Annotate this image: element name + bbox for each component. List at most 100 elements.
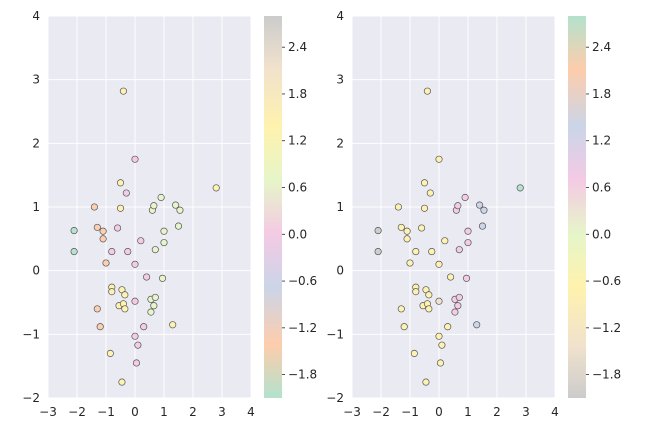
chart-1-scatter-point [140,323,148,331]
chart-1-scatter-point [90,203,98,211]
chart-1-scatter-point [99,235,107,243]
chart-2-x-tick-label: −2 [372,405,390,419]
chart-2-y-tick-label: −1 [326,327,344,341]
chart-1-scatter-point [169,321,177,329]
chart-2-colorbar-tick-label: 0.6 [592,181,611,195]
chart-1-scatter-point [131,260,139,268]
chart-2-colorbar-tick-label: −0.6 [592,274,621,288]
chart-2-y-tick-label: 2 [336,136,344,150]
chart-2-scatter-point [464,227,472,235]
chart-1-y-tick-label: 4 [32,9,40,23]
chart-1-x-tick-label: 1 [160,405,168,419]
chart-1-scatter-point [116,179,125,187]
chart-1-scatter-point [93,305,101,313]
chart-1-scatter-point [121,291,129,299]
chart-1-scatter-point [143,273,151,281]
chart-1-scatter-point [99,227,107,235]
chart-1-scatter-point [102,259,110,267]
chart-2-x-tick-label: 1 [464,405,472,419]
chart-2-scatter-point [435,297,443,305]
chart-1-y-tick-label: 0 [32,264,40,278]
chart-2-scatter-point [426,189,434,197]
chart-2-scatter-point [397,305,405,313]
chart-2-y-tick-label: −2 [326,391,344,405]
chart-2-scatter-point [403,227,411,235]
chart-2-scatter-point [420,179,429,187]
chart-2-colorbar-tick-label: 1.2 [592,134,611,148]
chart-2-scatter-point [412,288,420,296]
chart-1-x-tick-label: −1 [97,405,115,419]
chart-1-scatter-point [212,184,220,192]
chart-1-scatter-point [121,305,129,313]
chart-1-scatter-point [124,248,132,256]
chart-2-scatter-point [461,193,469,202]
chart-2-scatter-point [441,237,449,245]
chart-2-y-tick-label: 4 [336,9,344,23]
chart-2-scatter-point [420,204,429,212]
chart-2-colorbar-tick-label: −1.8 [592,368,621,382]
chart-2-x-tick-label: 0 [435,405,443,419]
chart-2-scatter-point [412,248,420,256]
chart-1-colorbar [264,16,282,398]
chart-1-scatter-point [108,248,116,256]
chart-2-colorbar [568,16,586,398]
chart-1-y-tick-label: 3 [32,73,40,87]
chart-2-scatter-point [374,248,382,256]
chart-1-scatter-point [172,201,180,209]
watermark: https://blog.csdn.net/qq_45669448 [439,417,650,431]
chart-1-scatter-point [137,237,145,245]
chart-1-colorbar-tick-label: 0.0 [288,227,307,241]
chart-1-scatter-point [157,193,165,202]
chart-1-x-tick-label: 0 [131,405,139,419]
chart-1-y-tick-label: 1 [32,200,40,214]
chart-1-scatter-point [132,359,141,367]
chart-2-scatter-point [423,87,431,95]
chart-1-scatter-point [150,202,158,210]
chart-2-scatter-point [418,224,426,232]
chart-2-scatter-point [444,323,452,331]
chart-2-scatter-point [455,246,463,254]
chart-2-scatter-point [394,203,402,211]
chart-2-scatter-point [478,222,487,230]
chart-1-scatter-point [131,155,139,163]
chart-2-scatter-point [455,293,463,301]
chart-2-scatter-point [473,321,481,329]
chart-2-scatter-point [403,235,411,243]
chart-1-x-tick-label: 4 [247,405,255,419]
chart-1-scatter-point [151,293,159,301]
chart-2-scatter-point [428,248,436,256]
chart-1-colorbar-tick-label: −0.6 [288,274,317,288]
chart-2-scatter-point [464,239,472,247]
chart-2-x-tick-label: −1 [401,405,419,419]
chart-1-scatter-point [108,288,116,296]
chart-1-y-tick-label: −1 [22,327,40,341]
chart-1-scatter-point [176,206,184,214]
chart-1-scatter-point [118,378,126,386]
chart-1-scatter-point [150,302,158,310]
chart-1-scatter-point [160,227,168,235]
chart-1-scatter-point [70,248,78,256]
chart-1-x-tick-label: −3 [39,405,57,419]
chart-2-scatter-point [435,260,443,268]
chart-1-colorbar-tick-label: −1.8 [288,368,317,382]
chart-2-scatter-point [454,202,462,210]
chart-1-scatter-point [131,297,139,305]
chart-2-x-tick-label: 2 [493,405,501,419]
chart-2-scatter-point [422,378,430,386]
chart-1-scatter-point [106,349,114,357]
chart-1-scatter-point [122,189,130,197]
chart-2-scatter-point [462,274,471,282]
chart-1-colorbar-tick-label: −1.2 [288,321,317,335]
chart-2-x-tick-label: −3 [343,405,361,419]
chart-1-scatter-point [119,87,127,95]
chart-2-scatter-point [516,184,524,192]
chart-2-y-tick-label: 0 [336,264,344,278]
chart-1-scatter-point [131,332,139,340]
chart-2-scatter-point [406,259,414,267]
chart-1-colorbar-tick-label: 0.6 [288,181,307,195]
chart-2-scatter-point [435,332,443,340]
chart-2-colorbar-tick-label: 0.0 [592,227,611,241]
chart-2-scatter-point [410,349,418,357]
chart-2-x-tick-label: 3 [522,405,530,419]
chart-1-scatter-point [70,227,78,235]
